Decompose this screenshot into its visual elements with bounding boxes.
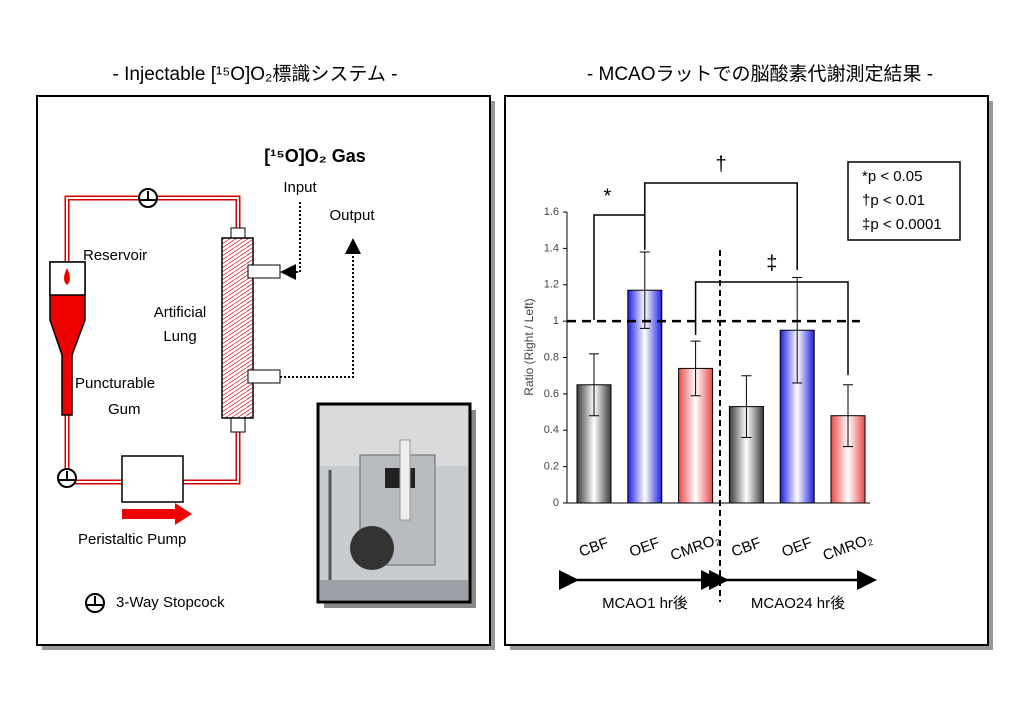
error-bar xyxy=(792,276,803,384)
y-tick-label: 0.6 xyxy=(544,388,559,400)
y-tick-label: 0 xyxy=(553,497,559,509)
y-tick-label: 1.2 xyxy=(544,279,559,291)
stopcock xyxy=(57,188,158,613)
y-label: Ratio (Right / Left) xyxy=(522,298,536,395)
artificial-lung xyxy=(221,237,254,419)
significance-mark: † xyxy=(715,153,726,175)
gum-label: Gum xyxy=(108,401,141,418)
stopcock-label: 3-Way Stopcock xyxy=(116,594,225,611)
significance-bracket xyxy=(694,281,849,375)
lung-label: Lung xyxy=(163,328,196,345)
lung-cap xyxy=(230,227,246,239)
error-bar xyxy=(639,251,650,329)
legend-box xyxy=(847,161,961,241)
port xyxy=(247,369,281,384)
y-tick-label: 1.6 xyxy=(544,206,559,218)
chart: Ratio (Right / Left) 0 0.2 0.4 0.6 0.8 1 1.2 1.… xyxy=(522,153,961,612)
left-title: - Injectable [¹⁵O]O₂標識システム - xyxy=(113,63,398,85)
pump xyxy=(121,455,184,503)
drop xyxy=(64,268,70,285)
input-line xyxy=(280,202,301,280)
gas-label: [¹⁵O]O₂ Gas xyxy=(264,146,365,166)
error-bar xyxy=(690,340,701,397)
bar xyxy=(830,415,866,504)
reservoir-label: Reservoir xyxy=(83,247,147,264)
error-bar xyxy=(843,384,853,448)
group-label: MCAO24 hr後 xyxy=(751,595,845,612)
legend-entry: ‡p < 0.0001 xyxy=(862,216,942,233)
output-label: Output xyxy=(329,207,375,224)
y-tick-label: 0.2 xyxy=(544,461,559,473)
photo xyxy=(316,402,472,604)
y-tick-label: 1 xyxy=(553,315,559,327)
group-label: MCAO1 hr後 xyxy=(602,595,688,612)
right-title: - MCAOラットでの脳酸素代謝測定結果 - xyxy=(587,63,933,85)
significance-bracket xyxy=(644,182,798,270)
port xyxy=(247,264,281,279)
pump-label: Peristaltic Pump xyxy=(78,531,186,548)
lung-label: Artificial xyxy=(154,304,207,321)
error-bar xyxy=(589,353,599,417)
legend-entry: †p < 0.01 xyxy=(862,192,925,209)
significance-mark: * xyxy=(604,185,612,207)
input-label: Input xyxy=(283,179,317,196)
significance-bracket xyxy=(593,214,646,320)
y-tick-label: 1.4 xyxy=(544,242,559,254)
gum-label: Puncturable xyxy=(75,375,155,392)
legend-entry: *p < 0.05 xyxy=(862,168,922,185)
flow-arrow xyxy=(122,503,192,525)
output-line xyxy=(280,238,361,378)
y-tick-label: 0.4 xyxy=(544,424,559,436)
significance-mark: ‡ xyxy=(766,252,777,274)
y-tick-label: 0.8 xyxy=(544,351,559,363)
error-bar xyxy=(741,375,752,439)
lung-cap xyxy=(230,417,246,433)
